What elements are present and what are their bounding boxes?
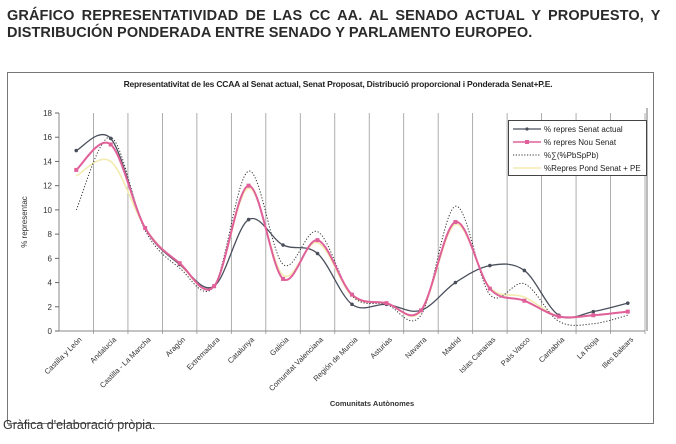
data-point-nou-senat (418, 308, 423, 313)
data-point-senat-actual (453, 280, 458, 285)
y-axis-label: % representac (20, 196, 29, 248)
chart-frame (7, 72, 654, 424)
y-tick-label: 18 (43, 109, 52, 118)
y-tick-label: 4 (48, 279, 53, 288)
document-title-line-2: DISTRIBUCIÓN PONDERADA ENTRE SENADO Y PA… (7, 25, 533, 41)
legend-item-senat-actual: % repres Senat actual (512, 123, 623, 135)
chart-title: Representativitat de les CCAA al Senat a… (123, 79, 553, 89)
document-title: GRÁFICO REPRESENTATIVIDAD DE LAS CC AA. … (7, 8, 672, 42)
data-point-senat-actual (315, 251, 320, 256)
x-tick-label: Asturias (368, 335, 394, 361)
y-tick-label: 0 (48, 327, 53, 336)
data-point-senat-actual (281, 243, 285, 247)
data-point-nou-senat (522, 298, 527, 303)
x-tick-label: Madrid (440, 335, 463, 358)
data-point-nou-senat (177, 261, 182, 266)
data-point-nou-senat (212, 284, 217, 289)
x-tick-label: Navarra (403, 334, 429, 360)
legend-swatch-nou-senat (513, 140, 541, 144)
legend-label: %Repres Pond Senat + PE (544, 163, 641, 173)
legend-swatch-pond-senat-pe (513, 167, 541, 169)
data-point-nou-senat (74, 167, 79, 172)
y-tick-label: 8 (48, 230, 53, 239)
legend-item-pond-senat-pe: %Repres Pond Senat + PE (512, 162, 641, 174)
data-point-senat-actual (108, 136, 113, 141)
data-point-nou-senat (350, 292, 354, 297)
x-tick-label: Castilla y León (42, 335, 83, 376)
legend-label: % repres Senat actual (544, 124, 623, 134)
data-point-senat-actual (74, 148, 79, 153)
y-tick-label: 12 (43, 182, 52, 191)
y-tick-label: 2 (48, 303, 53, 312)
data-point-nou-senat (625, 309, 630, 314)
y-tick-label: 16 (43, 133, 52, 142)
x-tick-label: Catalunya (226, 334, 257, 365)
data-point-nou-senat (487, 286, 492, 291)
x-tick-label: Cantabria (537, 334, 567, 364)
x-tick-label: Aragón (164, 335, 187, 358)
x-tick-label: Islas Canarias (457, 335, 497, 375)
data-point-senat-actual (522, 268, 527, 273)
data-point-nou-senat (143, 226, 148, 231)
data-point-senat-actual (350, 302, 354, 307)
x-axis-label: Comunitats Autònomes (330, 399, 414, 408)
x-tick-label: País Vasco (499, 335, 532, 368)
data-point-nou-senat (556, 314, 561, 319)
data-point-nou-senat (281, 276, 286, 281)
legend-swatch-sum-pbsppb (513, 154, 541, 156)
data-point-senat-actual (488, 263, 492, 268)
legend-label: % repres Nou Senat (544, 137, 617, 147)
document-title-line-1: GRÁFICO REPRESENTATIVIDAD DE LAS CC AA. … (7, 8, 661, 24)
chart-legend: % repres Senat actual % repres Nou Senat… (508, 120, 647, 176)
x-tick-label: Extremadura (185, 334, 222, 371)
legend-label: %∑(%PbSpPb) (544, 150, 599, 160)
data-point-nou-senat (591, 313, 596, 318)
data-point-nou-senat (453, 220, 458, 224)
x-tick-label: Illes Balears (600, 335, 635, 370)
data-point-senat-actual (591, 309, 596, 314)
data-point-senat-actual (625, 301, 630, 305)
data-point-nou-senat (108, 142, 113, 147)
y-tick-label: 10 (43, 206, 52, 215)
data-point-nou-senat (384, 301, 389, 306)
x-tick-label: La Rioja (575, 334, 601, 360)
x-tick-label: Andalucía (88, 334, 119, 365)
legend-item-nou-senat: % repres Nou Senat (512, 136, 616, 148)
x-tick-label: Galicia (268, 334, 291, 357)
data-point-nou-senat (315, 238, 320, 243)
legend-swatch-senat-actual (513, 127, 541, 131)
y-tick-label: 6 (48, 254, 53, 263)
data-point-senat-actual (246, 217, 251, 222)
data-point-nou-senat (246, 183, 251, 188)
y-tick-label: 14 (43, 157, 52, 166)
figure-caption: Gràfica d'elaboració pròpia. (3, 418, 156, 432)
legend-item-sum-pbsppb: %∑(%PbSpPb) (512, 149, 599, 161)
